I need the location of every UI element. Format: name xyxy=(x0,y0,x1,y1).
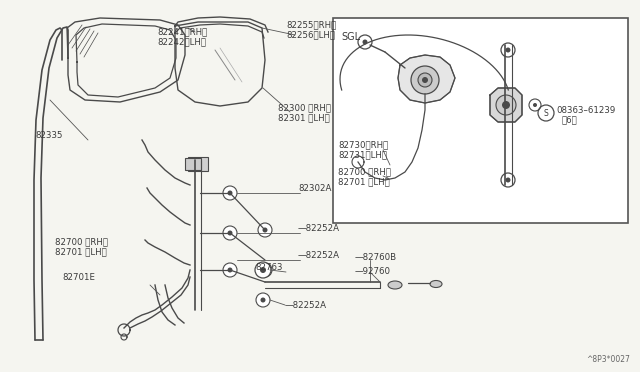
Text: 82302A: 82302A xyxy=(298,183,332,192)
Circle shape xyxy=(362,39,367,45)
Circle shape xyxy=(260,298,266,302)
Text: 82255〈RH〉: 82255〈RH〉 xyxy=(286,20,336,29)
Text: 82701 〈LH〉: 82701 〈LH〉 xyxy=(338,177,390,186)
Circle shape xyxy=(227,267,232,273)
Text: SGL: SGL xyxy=(341,32,360,42)
Ellipse shape xyxy=(388,281,402,289)
Text: 82700 〈RH〉: 82700 〈RH〉 xyxy=(55,237,108,247)
Bar xyxy=(188,157,208,171)
Text: 82241〈RH〉: 82241〈RH〉 xyxy=(157,28,207,36)
Circle shape xyxy=(418,73,432,87)
Text: —82252A: —82252A xyxy=(285,301,327,311)
Circle shape xyxy=(262,228,268,232)
Circle shape xyxy=(496,95,516,115)
Text: よ6〉: よ6〉 xyxy=(562,115,578,125)
Text: 82731〈LH〉: 82731〈LH〉 xyxy=(338,151,387,160)
Text: —92760: —92760 xyxy=(355,267,391,276)
Circle shape xyxy=(227,231,232,235)
Circle shape xyxy=(258,223,272,237)
Text: S: S xyxy=(543,109,548,118)
Circle shape xyxy=(506,48,511,52)
Circle shape xyxy=(533,103,537,107)
Circle shape xyxy=(358,35,372,49)
Text: —82252A: —82252A xyxy=(298,224,340,232)
Circle shape xyxy=(223,263,237,277)
Text: —82252A: —82252A xyxy=(298,251,340,260)
Circle shape xyxy=(223,226,237,240)
Text: 82301 〈LH〉: 82301 〈LH〉 xyxy=(278,113,330,122)
Circle shape xyxy=(506,177,511,183)
Circle shape xyxy=(258,263,272,277)
Circle shape xyxy=(422,77,428,83)
Polygon shape xyxy=(490,88,522,122)
Circle shape xyxy=(262,267,268,273)
Polygon shape xyxy=(398,55,455,103)
Text: 82300 〈RH〉: 82300 〈RH〉 xyxy=(278,103,331,112)
Text: 82701 〈LH〉: 82701 〈LH〉 xyxy=(55,247,107,257)
Text: 82700 〈RH〉: 82700 〈RH〉 xyxy=(338,167,391,176)
Ellipse shape xyxy=(430,280,442,288)
Text: 82701E: 82701E xyxy=(62,273,95,282)
Text: 08363–61239: 08363–61239 xyxy=(556,106,615,115)
Circle shape xyxy=(411,66,439,94)
Text: 82335: 82335 xyxy=(35,131,63,140)
Bar xyxy=(185,158,201,170)
Text: ^8P3*0027: ^8P3*0027 xyxy=(586,356,630,365)
Circle shape xyxy=(255,262,271,278)
Text: 82256〈LH〉: 82256〈LH〉 xyxy=(286,31,335,39)
Circle shape xyxy=(256,293,270,307)
Circle shape xyxy=(227,190,232,196)
Circle shape xyxy=(502,101,510,109)
Text: 82763: 82763 xyxy=(255,263,282,273)
Circle shape xyxy=(260,267,266,273)
Text: —82760B: —82760B xyxy=(355,253,397,263)
Circle shape xyxy=(223,186,237,200)
Circle shape xyxy=(501,43,515,57)
Circle shape xyxy=(529,99,541,111)
Text: 82730〈RH〉: 82730〈RH〉 xyxy=(338,141,388,150)
Text: 82242〈LH〉: 82242〈LH〉 xyxy=(157,38,206,46)
Circle shape xyxy=(501,173,515,187)
Bar xyxy=(333,18,628,223)
